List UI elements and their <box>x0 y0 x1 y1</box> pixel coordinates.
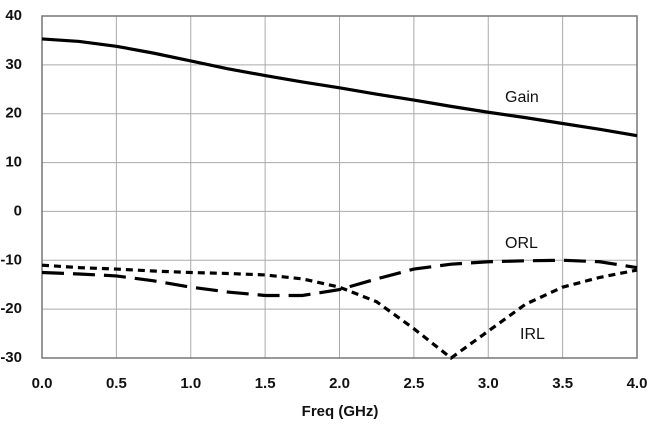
y-tick-label: -30 <box>0 349 22 366</box>
x-tick-label: 2.0 <box>329 375 350 392</box>
y-tick-label: -20 <box>0 300 22 317</box>
x-tick-label: 0.0 <box>32 375 53 392</box>
x-tick-label: 1.5 <box>255 375 276 392</box>
x-tick-label: 3.0 <box>478 375 499 392</box>
series-label: IRL <box>520 326 545 343</box>
x-axis-label: Freq (GHz) <box>302 403 379 420</box>
y-tick-label: 10 <box>5 154 22 171</box>
x-tick-label: 3.5 <box>552 375 573 392</box>
plot-frame <box>41 15 638 359</box>
x-tick-label: 4.0 <box>627 375 648 392</box>
series-line <box>41 37 638 138</box>
y-tick-label: 0 <box>14 202 22 219</box>
x-tick-label: 2.5 <box>403 375 424 392</box>
series-line <box>41 263 638 361</box>
y-tick-label: 40 <box>5 7 22 24</box>
y-tick-label: 20 <box>5 105 22 122</box>
series-label: ORL <box>505 235 538 252</box>
x-tick-label: 1.0 <box>180 375 201 392</box>
x-tick-label: 0.5 <box>106 375 127 392</box>
y-tick-label: -10 <box>0 251 22 268</box>
y-tick-label: 30 <box>5 56 22 73</box>
series-line <box>41 258 638 298</box>
series-label: Gain <box>505 89 539 106</box>
